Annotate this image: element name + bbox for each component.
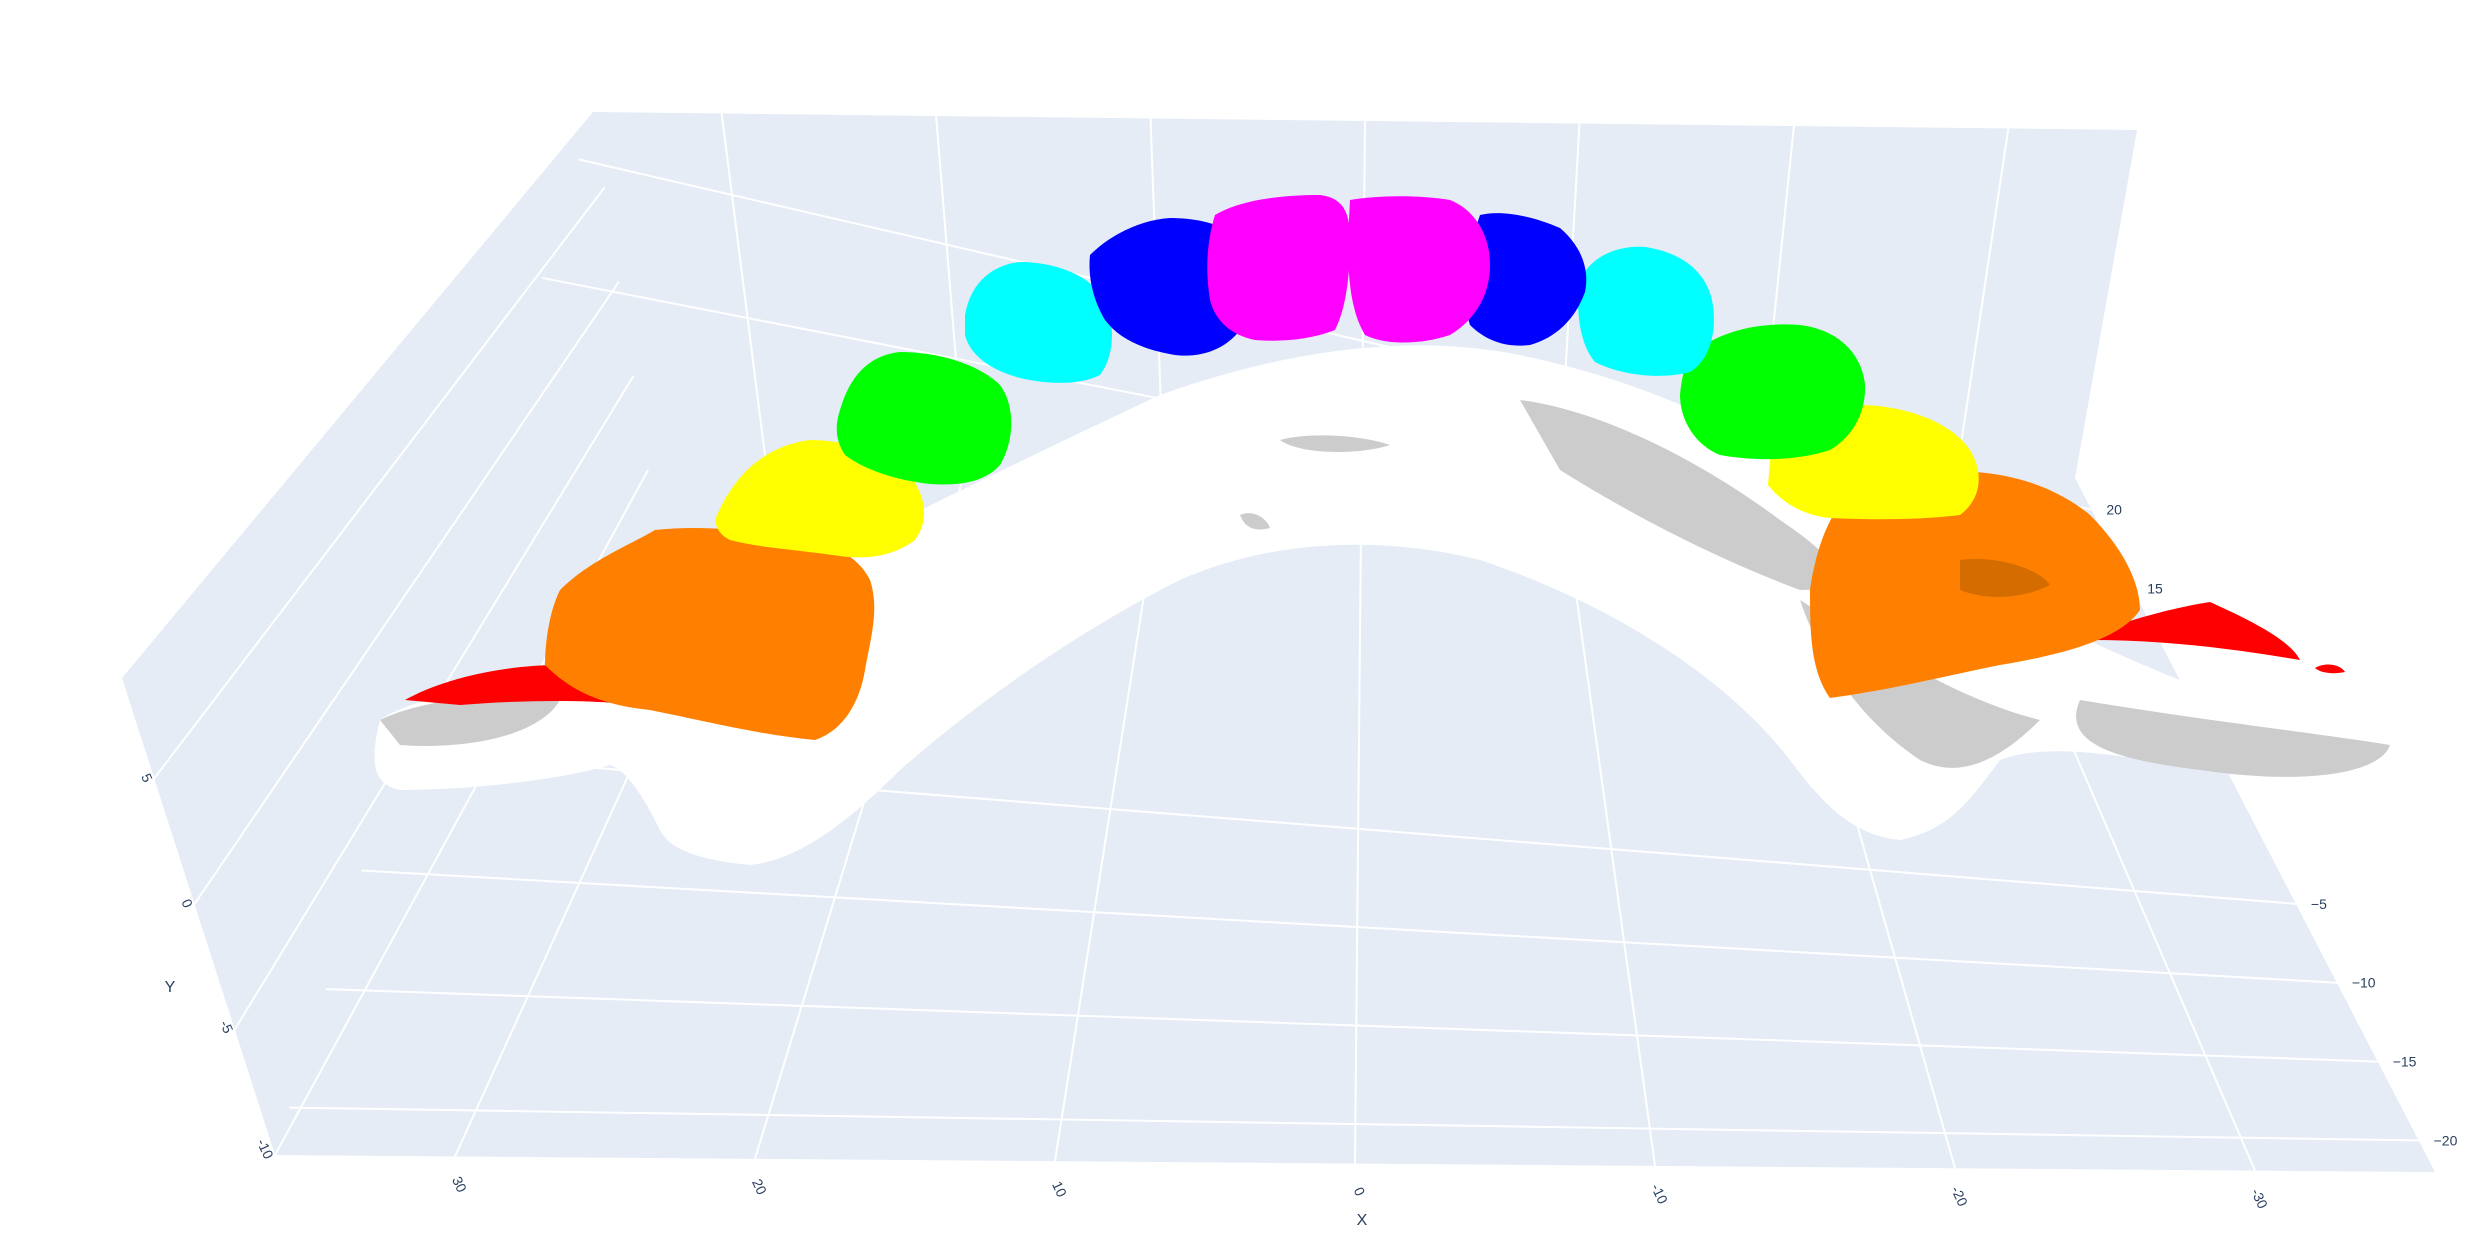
z-gridline	[289, 1106, 2419, 1142]
z-tick-label: 15	[2147, 580, 2163, 596]
gum-shadow-tail-left	[380, 696, 560, 746]
gum-shadow-tail-right	[2076, 700, 2390, 777]
z-tick-label: −5	[2311, 896, 2327, 912]
tooth-magenta-right	[1348, 196, 1490, 343]
tooth-magenta-left	[1207, 195, 1350, 341]
x-tick-label: 30	[449, 1174, 470, 1195]
z-tick-label: −10	[2352, 975, 2376, 991]
y-tick-label: 0	[178, 896, 196, 910]
tooth-orange-left	[545, 528, 875, 740]
tooth-blue-right	[1465, 213, 1587, 346]
y-axis-title: Y	[165, 979, 176, 996]
z-tick-label: −15	[2393, 1054, 2417, 1070]
gum-spot-2	[1240, 513, 1270, 530]
x-axis-ticks: 30 20 10 0 -10 -20 -30	[449, 1174, 2271, 1211]
left-wall-plane	[122, 112, 648, 1155]
tooth-red-right-tip	[2315, 664, 2345, 674]
z-tick-label: 20	[2106, 502, 2122, 518]
tooth-green-left	[836, 352, 1012, 485]
x-tick-label: -20	[1948, 1184, 1971, 1209]
tooth-green-right	[1680, 324, 1866, 460]
x-tick-label: -30	[2248, 1186, 2271, 1211]
y-tick-label: -10	[254, 1136, 277, 1161]
y-gridline	[153, 186, 606, 780]
x-tick-label: 20	[749, 1176, 770, 1197]
z-gridline	[325, 988, 2378, 1063]
gum-spot	[1280, 435, 1390, 452]
z-axis-ticks: −20 −15 −10 −5 15 20	[2106, 502, 2457, 1149]
x-tick-label: 10	[1049, 1179, 1070, 1200]
gum-shadow-right	[1520, 400, 1837, 590]
x-tick-label: -10	[1648, 1181, 1671, 1206]
gum-base-surface	[374, 345, 2391, 865]
tooth-red-right	[2090, 602, 2300, 660]
tooth-orange-right-shade	[1960, 559, 2050, 597]
x-wall-gridline	[1955, 128, 2010, 478]
x-axis-title: X	[1357, 1212, 1368, 1229]
x-wall-gridline	[720, 113, 768, 471]
z-gridline	[361, 869, 2337, 984]
z-tick-label: −20	[2434, 1132, 2458, 1148]
x-gridline	[1354, 473, 1363, 1164]
x-tick-label: 0	[1351, 1184, 1369, 1198]
tooth-cyan-left	[965, 262, 1112, 383]
mesh-surfaces	[374, 195, 2391, 865]
tooth-cyan-right	[1578, 246, 1714, 376]
y-gridline	[193, 281, 620, 905]
y-tick-label: 5	[138, 771, 156, 785]
